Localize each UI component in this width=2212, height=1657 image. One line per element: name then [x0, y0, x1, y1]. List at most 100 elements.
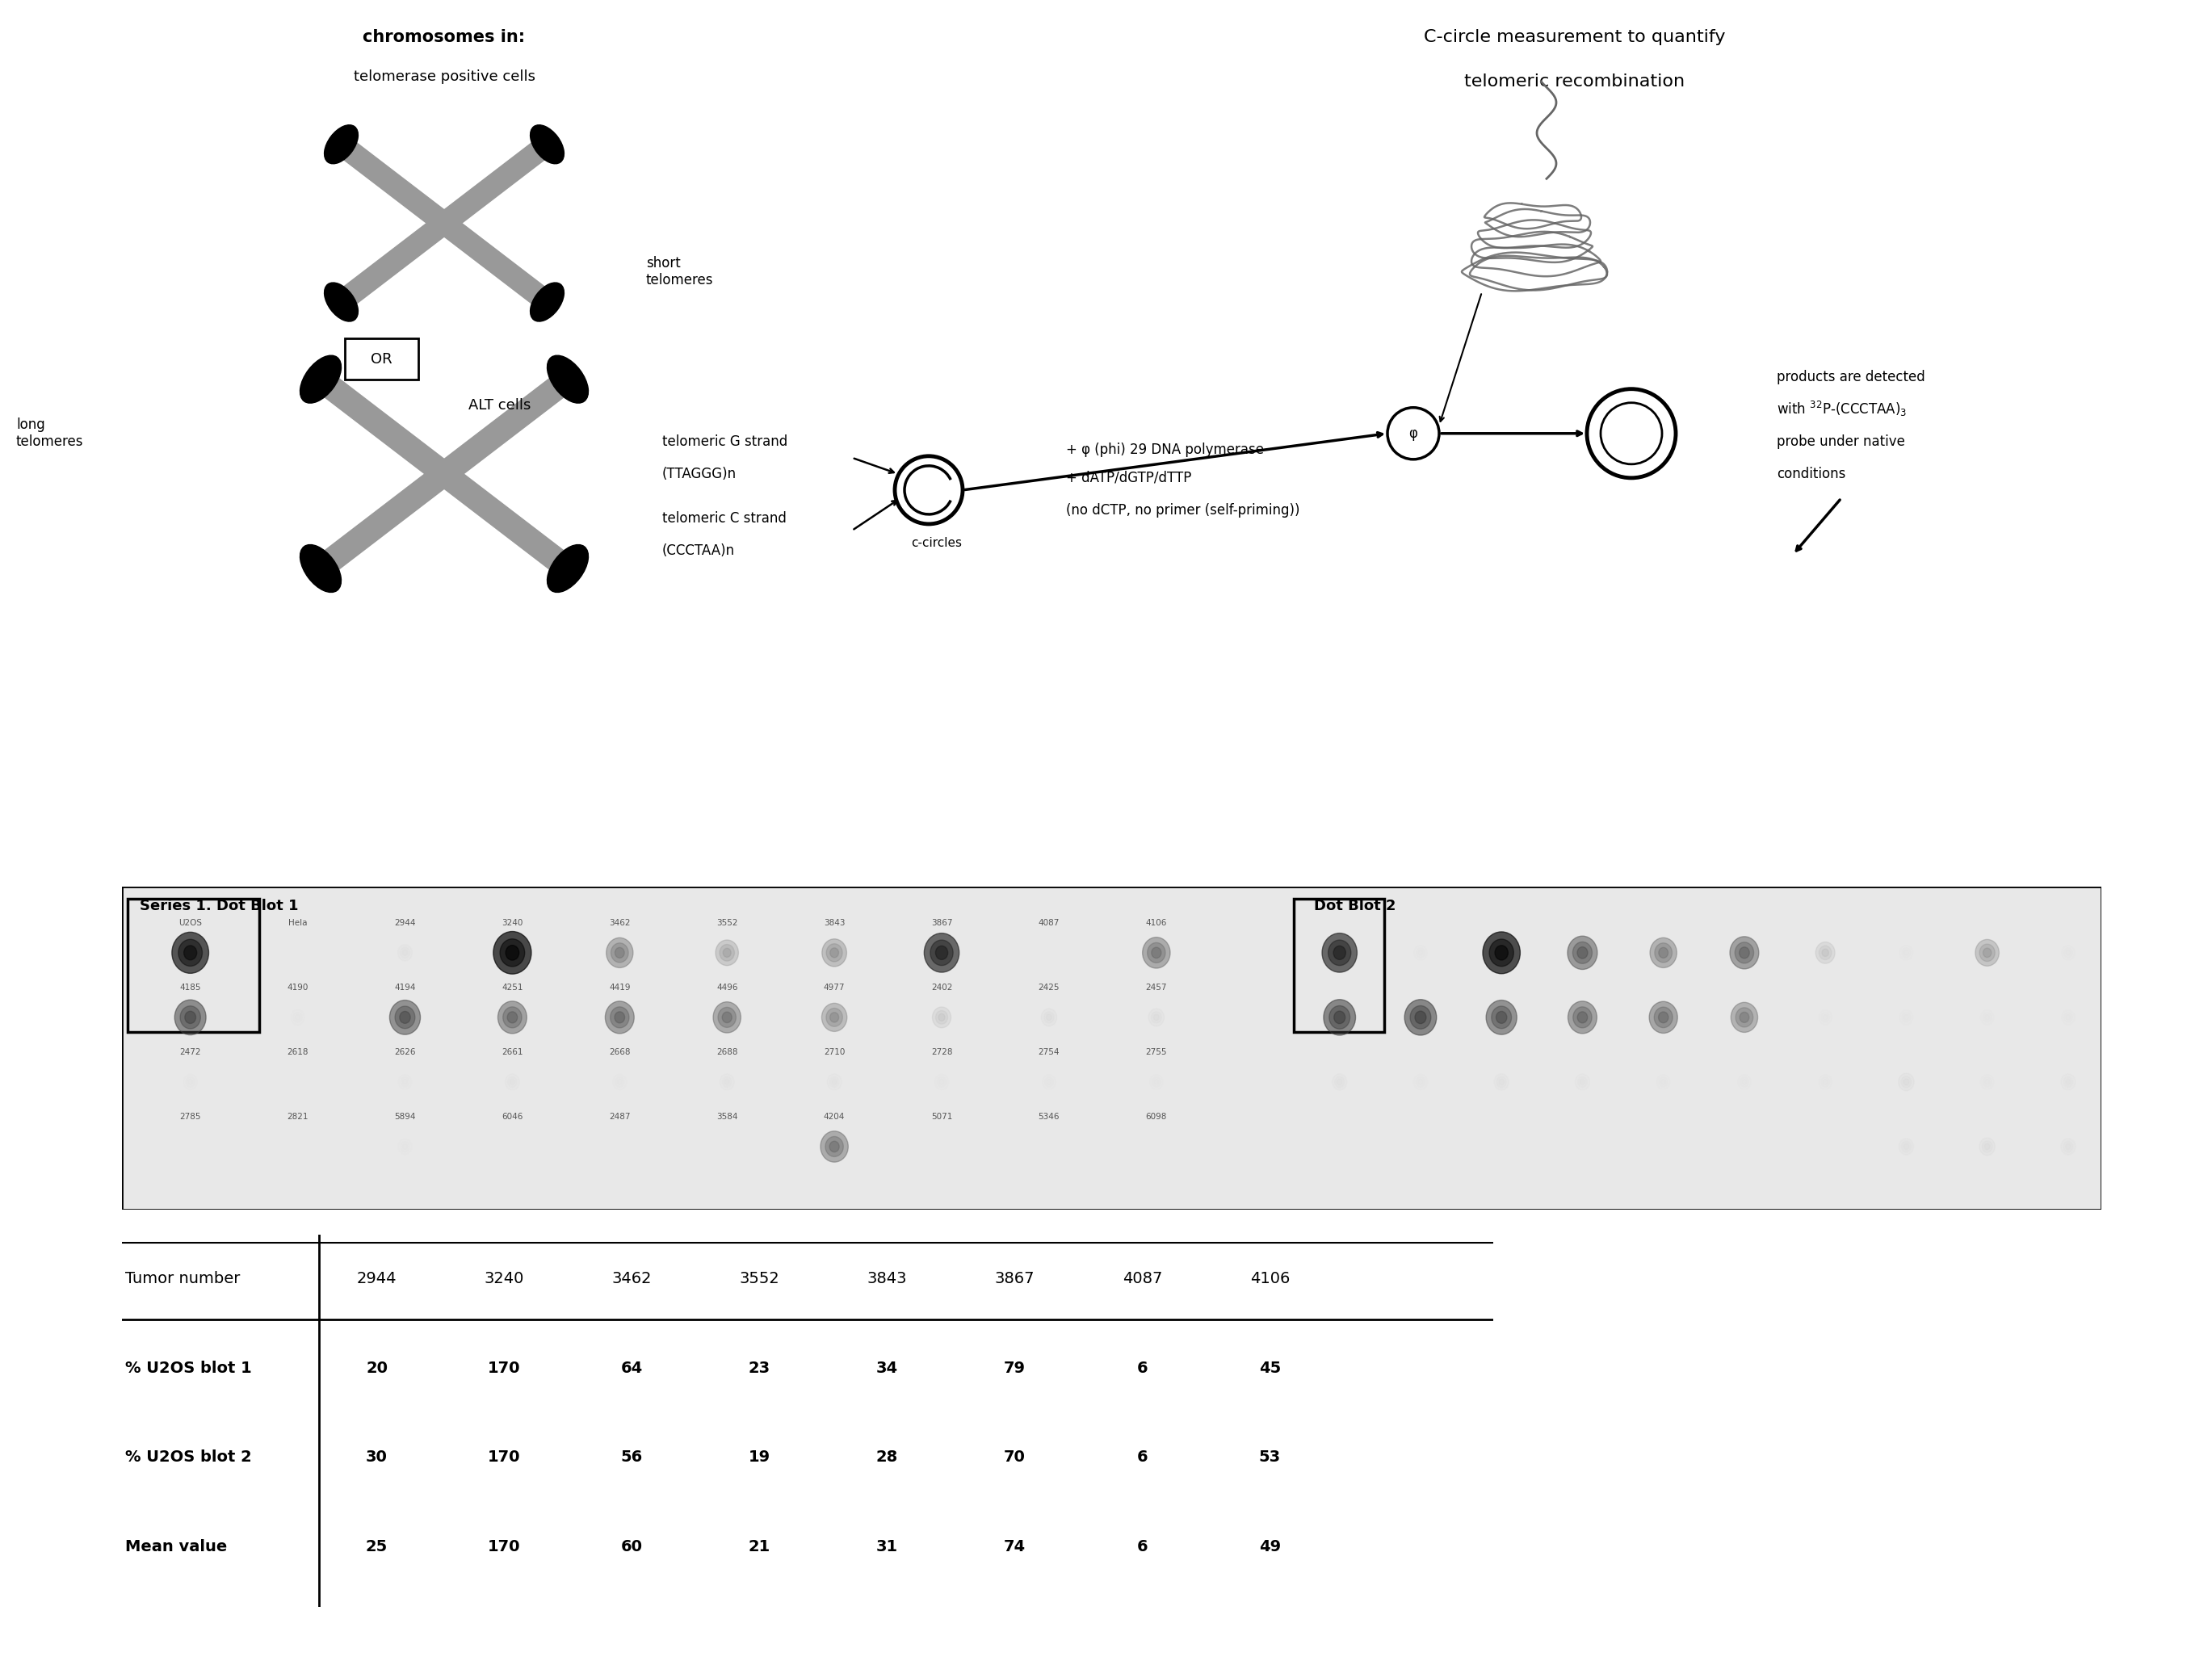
Circle shape	[1577, 1140, 1588, 1153]
Circle shape	[1984, 1143, 1991, 1150]
Text: 3552: 3552	[739, 1271, 779, 1287]
Text: 30: 30	[365, 1450, 387, 1465]
Circle shape	[1568, 936, 1597, 969]
Circle shape	[400, 948, 409, 958]
Circle shape	[721, 1012, 732, 1022]
Circle shape	[830, 1012, 838, 1022]
Circle shape	[1905, 1079, 1909, 1085]
Circle shape	[2064, 1077, 2073, 1087]
Circle shape	[1046, 949, 1051, 954]
Circle shape	[1579, 1079, 1586, 1085]
Text: conditions: conditions	[1776, 467, 1845, 481]
Circle shape	[1148, 1009, 1164, 1026]
Circle shape	[719, 1074, 734, 1090]
Text: 31: 31	[876, 1539, 898, 1554]
Circle shape	[1498, 1077, 1506, 1087]
Circle shape	[400, 1077, 409, 1087]
Circle shape	[1573, 941, 1593, 964]
Circle shape	[1046, 1014, 1051, 1021]
Text: 2754: 2754	[1037, 1049, 1060, 1056]
Circle shape	[2064, 948, 2073, 958]
Ellipse shape	[531, 124, 564, 164]
Circle shape	[1042, 1009, 1057, 1026]
Text: Tumor number: Tumor number	[124, 1271, 239, 1287]
Circle shape	[1323, 999, 1356, 1036]
Circle shape	[292, 946, 303, 959]
Circle shape	[821, 1002, 847, 1032]
Text: 4194: 4194	[394, 984, 416, 991]
Circle shape	[1736, 1007, 1754, 1027]
Text: 4496: 4496	[717, 984, 739, 991]
Circle shape	[2062, 1138, 2075, 1155]
Circle shape	[940, 1079, 945, 1085]
Circle shape	[1734, 943, 1754, 963]
Circle shape	[403, 1143, 407, 1150]
Circle shape	[723, 948, 730, 958]
Circle shape	[398, 1138, 411, 1155]
Circle shape	[2066, 1079, 2070, 1085]
Text: 4419: 4419	[608, 984, 630, 991]
Circle shape	[1577, 1077, 1586, 1087]
Circle shape	[294, 1014, 301, 1021]
Circle shape	[617, 1079, 622, 1085]
Circle shape	[925, 933, 960, 973]
Circle shape	[938, 1014, 945, 1021]
Circle shape	[2062, 1074, 2075, 1090]
Ellipse shape	[301, 356, 341, 403]
Circle shape	[1984, 1014, 1989, 1021]
Circle shape	[500, 940, 524, 966]
Circle shape	[1148, 943, 1166, 963]
Circle shape	[938, 1077, 947, 1087]
Circle shape	[493, 931, 531, 974]
Circle shape	[1568, 1001, 1597, 1034]
Circle shape	[1818, 1140, 1832, 1153]
Text: 6: 6	[1137, 1539, 1148, 1554]
Circle shape	[1573, 1007, 1593, 1027]
Text: products are detected: products are detected	[1776, 370, 1924, 384]
Circle shape	[723, 1077, 732, 1087]
Circle shape	[1739, 1140, 1750, 1153]
Text: U2OS: U2OS	[179, 920, 201, 926]
Circle shape	[1150, 1012, 1161, 1022]
Circle shape	[1982, 948, 1991, 958]
Circle shape	[1980, 1011, 1993, 1024]
Circle shape	[1739, 948, 1750, 958]
Text: 2688: 2688	[717, 1049, 739, 1056]
Text: 5071: 5071	[931, 1114, 953, 1120]
Text: 53: 53	[1259, 1450, 1281, 1465]
Text: long
telomeres: long telomeres	[15, 418, 84, 449]
Text: 2755: 2755	[1146, 1049, 1168, 1056]
Text: 3462: 3462	[608, 920, 630, 926]
Circle shape	[1491, 1006, 1511, 1029]
Ellipse shape	[546, 545, 588, 592]
Circle shape	[186, 1077, 195, 1087]
Circle shape	[617, 1143, 622, 1148]
Text: 4204: 4204	[823, 1114, 845, 1120]
Circle shape	[1823, 1143, 1827, 1148]
Circle shape	[1655, 943, 1672, 963]
Circle shape	[1982, 1077, 1991, 1087]
Circle shape	[825, 1007, 843, 1027]
Text: telomeric C strand: telomeric C strand	[661, 510, 787, 525]
Circle shape	[1980, 1075, 1993, 1089]
Circle shape	[613, 1074, 626, 1090]
Text: 20: 20	[365, 1360, 387, 1375]
Circle shape	[1823, 1014, 1827, 1021]
Circle shape	[821, 1132, 847, 1162]
Circle shape	[714, 940, 739, 966]
Circle shape	[290, 1009, 305, 1026]
Circle shape	[1150, 1075, 1164, 1089]
Circle shape	[1741, 1077, 1750, 1087]
Text: 2785: 2785	[179, 1114, 201, 1120]
Circle shape	[936, 1011, 947, 1024]
Circle shape	[1818, 1011, 1832, 1024]
Circle shape	[179, 1006, 201, 1029]
Circle shape	[931, 940, 953, 966]
Circle shape	[1980, 1138, 1995, 1155]
Circle shape	[188, 1143, 192, 1148]
Ellipse shape	[325, 283, 358, 321]
Circle shape	[1418, 1143, 1422, 1148]
Circle shape	[830, 1142, 838, 1152]
Circle shape	[1984, 1079, 1989, 1085]
Circle shape	[830, 948, 838, 958]
